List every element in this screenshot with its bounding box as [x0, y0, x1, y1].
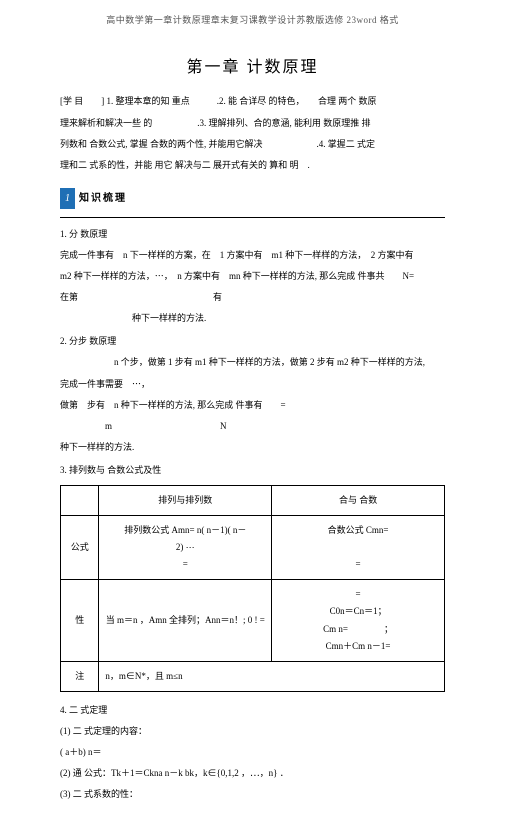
principle-2-line-4: m N [60, 418, 445, 435]
objective-line-2: 理来解析和解决一些 的 .3. 理解排列、合的意涵, 能利用 数原理推 排 [60, 115, 445, 132]
principle-1-line-2: m2 种下一样样的方法，⋯， n 方案中有 mn 种下一样样的方法, 那么完成 … [60, 268, 445, 285]
table-row: 公式 排列数公式 Amn= n( n－1)( n－ 2) ⋯ = 合数公式 Cm… [61, 516, 445, 580]
principle-1-line-1: 完成一件事有 n 下一样样的方案，在 1 方案中有 m1 种下一样样的方法， 2… [60, 247, 445, 264]
cell-comb-head: 合与 合数 [272, 485, 445, 515]
cell-property-label: 性 [61, 580, 99, 661]
section-1-number: 1 [60, 188, 75, 209]
perm-formula-b: 2) ⋯ [105, 539, 265, 556]
comb-prop-c: Cm n= ； [278, 621, 438, 638]
principle-1-line-3: 在第 有 [60, 289, 445, 306]
comb-prop-d: Cmn＋Cm n－1= [278, 638, 438, 655]
chapter-title: 第一章 计数原理 [60, 53, 445, 83]
binomial-line-2: ( a＋b) n＝ [60, 744, 445, 761]
principle-2-line-3: 做第 步有 n 种下一样样的方法, 那么完成 件事有 = [60, 397, 445, 414]
cell-perm-property: 当 m＝n ，Amn 全排列；Ann＝n！; 0 ! = [99, 580, 272, 661]
perm-formula-c: = [105, 556, 265, 573]
section-1-rule [60, 217, 445, 218]
cell-comb-formula: 合数公式 Cmn= = [272, 516, 445, 580]
cell-formula-label: 公式 [61, 516, 99, 580]
comb-formula-a: 合数公式 Cmn= [278, 522, 438, 539]
principle-1-heading: 1. 分 数原理 [60, 226, 445, 243]
cell-note-content: n，m∈N*，且 m≤n [99, 661, 445, 691]
comb-prop-a: = [278, 586, 438, 603]
principle-2-line-5: 种下一样样的方法. [60, 439, 445, 456]
cell-perm-head: 排列与排列数 [99, 485, 272, 515]
cell-empty [61, 485, 99, 515]
table-row: 排列与排列数 合与 合数 [61, 485, 445, 515]
comb-prop-b: C0n＝Cn＝1； [278, 603, 438, 620]
table-row: 性 当 m＝n ，Amn 全排列；Ann＝n！; 0 ! = = C0n＝Cn＝… [61, 580, 445, 661]
binomial-line-3: (2) 通 公式：Tk＋1＝Ckna n－k bk，k∈{0,1,2 ，⋯，n}… [60, 765, 445, 782]
cell-perm-formula: 排列数公式 Amn= n( n－1)( n－ 2) ⋯ = [99, 516, 272, 580]
section-1-label: 知识梳理 [79, 189, 127, 208]
formula-heading: 3. 排列数与 合数公式及性 [60, 462, 445, 479]
cell-comb-property: = C0n＝Cn＝1； Cm n= ； Cmn＋Cm n－1= [272, 580, 445, 661]
perm-formula-a: 排列数公式 Amn= n( n－1)( n－ [105, 522, 265, 539]
principle-1-line-4: 种下一样样的方法. [60, 310, 445, 327]
binomial-line-1: (1) 二 式定理的内容： [60, 723, 445, 740]
objective-line-1: [学 目 ] 1. 整理本章的知 重点 .2. 能 合详尽 的特色， 合理 两个… [60, 93, 445, 110]
objective-line-4: 理和二 式系的性，并能 用它 解决与二 展开式有关的 算和 明 . [60, 157, 445, 174]
principle-2-line-1: n 个步，做第 1 步有 m1 种下一样样的方法，做第 2 步有 m2 种下一样… [60, 354, 445, 371]
section-1-header: 1 知识梳理 [60, 188, 127, 209]
comb-formula-b: = [278, 556, 438, 573]
objective-line-3: 列数和 合数公式, 掌握 合数的两个性, 并能用它解决 .4. 掌握二 式定 [60, 136, 445, 153]
formula-table: 排列与排列数 合与 合数 公式 排列数公式 Amn= n( n－1)( n－ 2… [60, 485, 445, 692]
table-row: 注 n，m∈N*，且 m≤n [61, 661, 445, 691]
principle-2-line-2: 完成一件事需要 ⋯， [60, 376, 445, 393]
principle-2-heading: 2. 分步 数原理 [60, 333, 445, 350]
running-header: 高中数学第一章计数原理章末复习课教学设计苏教版选修 23word 格式 [60, 12, 445, 29]
binomial-heading: 4. 二 式定理 [60, 702, 445, 719]
cell-note-label: 注 [61, 661, 99, 691]
binomial-line-4: (3) 二 式系数的性： [60, 786, 445, 803]
